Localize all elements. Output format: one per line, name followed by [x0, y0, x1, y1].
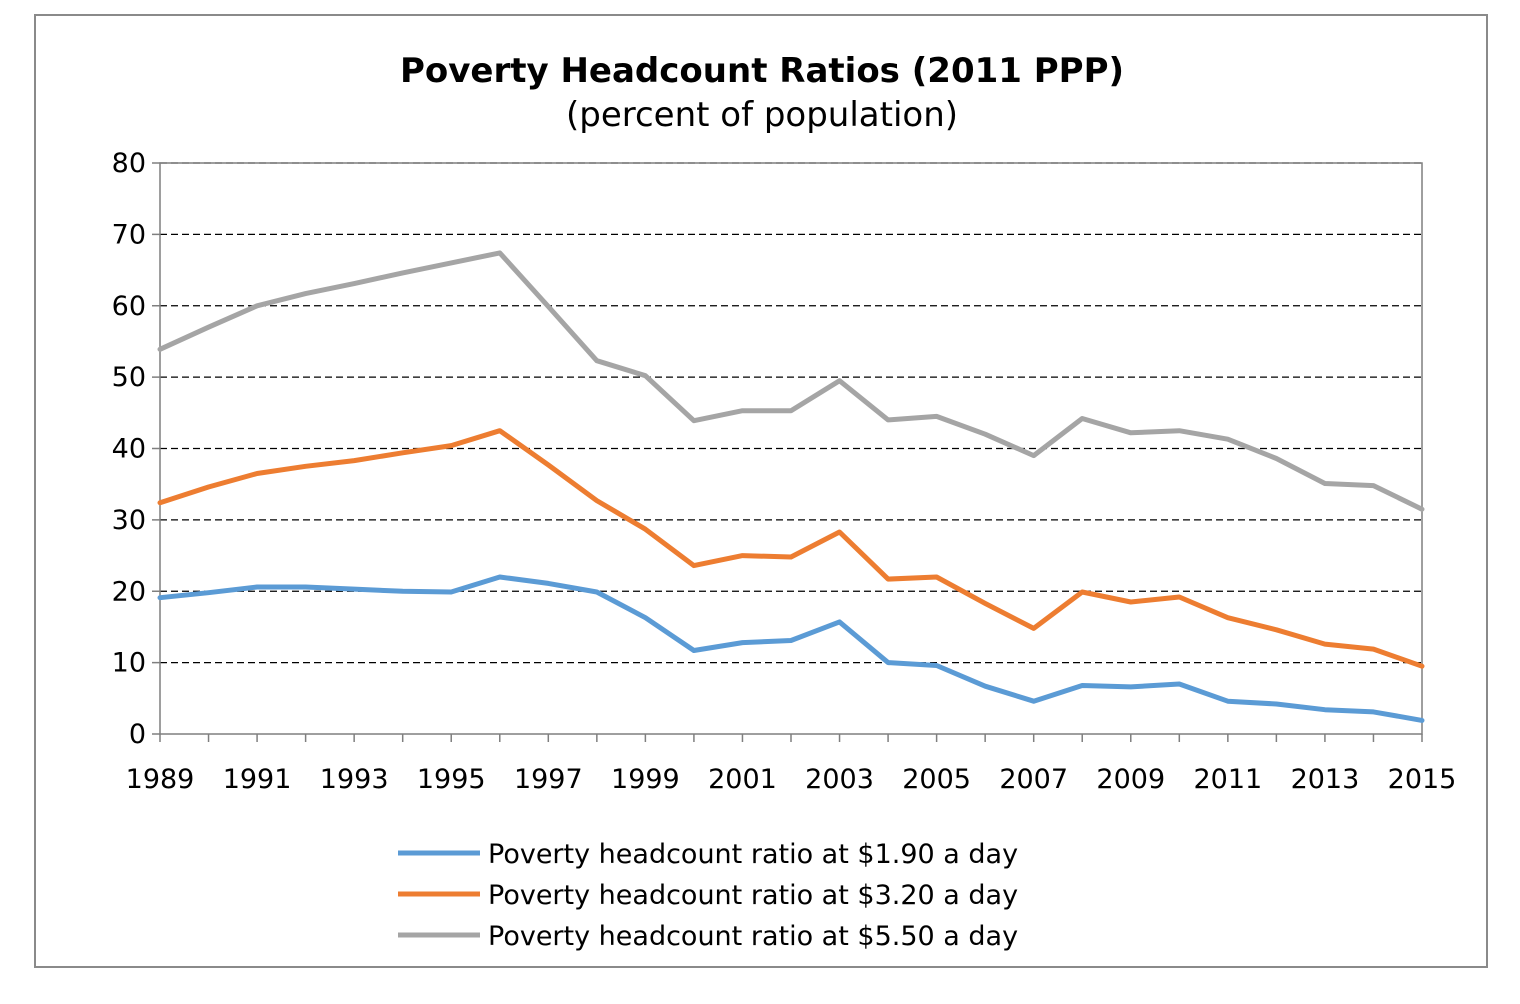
- y-tick-label-10: 10: [112, 648, 146, 679]
- chart-subtitle: (percent of population): [566, 95, 958, 135]
- legend: Poverty headcount ratio at $1.90 a day Po…: [398, 839, 1018, 952]
- x-tick-label-2013: 2013: [1291, 764, 1360, 795]
- y-axis-ticks: 0 10 20 30 40 50 60 70 80: [112, 148, 160, 750]
- y-tick-label-80: 80: [112, 148, 146, 179]
- y-tick-label-30: 30: [112, 505, 146, 536]
- series-line-2: [157, 428, 1425, 669]
- x-tick-label-1991: 1991: [223, 764, 292, 795]
- legend-label-2: Poverty headcount ratio at $3.20 a day: [488, 880, 1018, 911]
- x-tick-label-2005: 2005: [902, 764, 971, 795]
- x-tick-label-1995: 1995: [417, 764, 486, 795]
- y-tick-label-70: 70: [112, 219, 146, 250]
- series-layer: [157, 250, 1425, 723]
- legend-label-1: Poverty headcount ratio at $1.90 a day: [488, 839, 1018, 870]
- chart-title: Poverty Headcount Ratios (2011 PPP): [400, 51, 1124, 91]
- chart-frame: [34, 14, 1488, 968]
- x-tick-label-2009: 2009: [1096, 764, 1165, 795]
- x-tick-label-2001: 2001: [708, 764, 777, 795]
- x-tick-label-2007: 2007: [999, 764, 1068, 795]
- x-tick-label-2011: 2011: [1193, 764, 1262, 795]
- y-tick-label-40: 40: [112, 434, 146, 465]
- series-line-1: [157, 574, 1425, 723]
- x-tick-label-2003: 2003: [805, 764, 874, 795]
- x-tick-label-1993: 1993: [320, 764, 389, 795]
- x-tick-label-1999: 1999: [611, 764, 680, 795]
- x-tick-label-1997: 1997: [514, 764, 583, 795]
- y-tick-label-60: 60: [112, 291, 146, 322]
- y-tick-label-20: 20: [112, 576, 146, 607]
- x-tick-label-1989: 1989: [126, 764, 195, 795]
- y-tick-label-50: 50: [112, 362, 146, 393]
- x-axis-ticks: 1989 1991 1993 1995 1997 1999 2001 2003 2005 2007…: [126, 734, 1457, 795]
- x-tick-label-2015: 2015: [1388, 764, 1457, 795]
- legend-label-3: Poverty headcount ratio at $5.50 a day: [488, 921, 1018, 952]
- y-tick-label-0: 0: [129, 719, 146, 750]
- series-line-3: [157, 250, 1425, 512]
